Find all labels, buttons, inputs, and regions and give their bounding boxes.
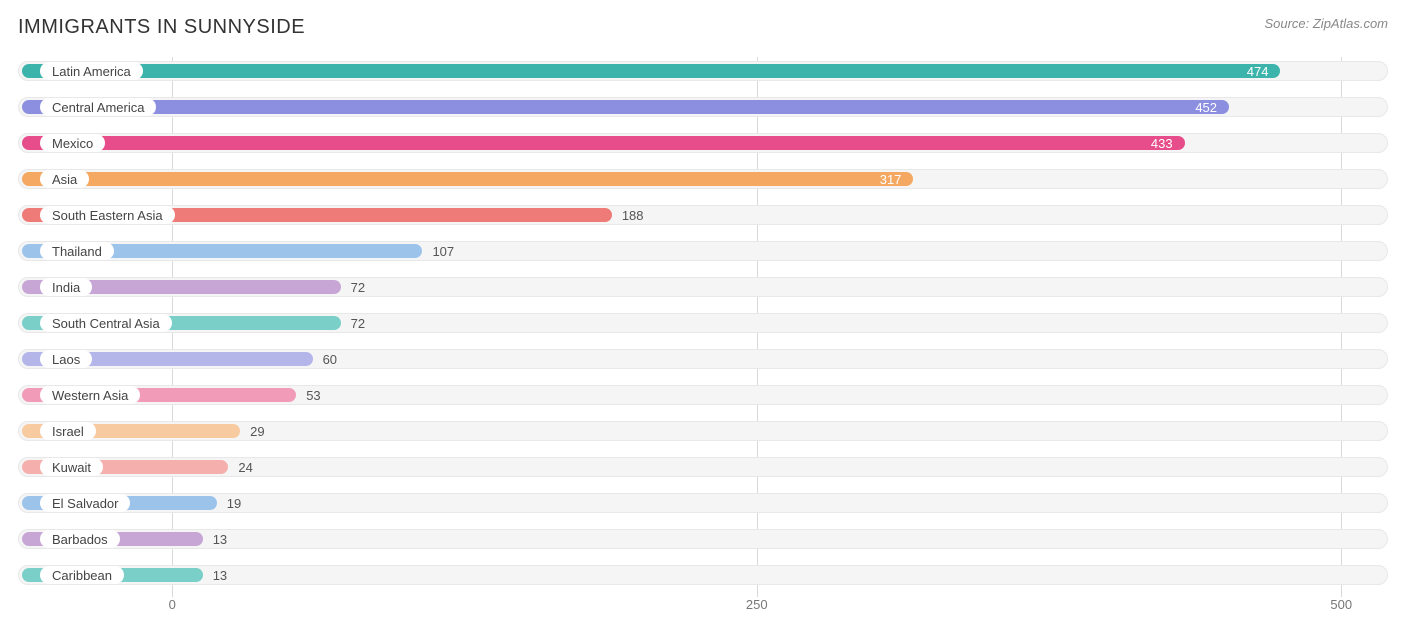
value-label: 72 [351, 309, 365, 337]
bar-row: Mexico 433 [18, 129, 1388, 157]
x-axis-tick: 500 [1330, 597, 1352, 612]
bar-row: South Central Asia 72 [18, 309, 1388, 337]
value-label: 474 [1247, 57, 1269, 85]
bar [22, 100, 1229, 114]
value-label: 13 [213, 561, 227, 589]
category-pill: Barbados [40, 530, 120, 548]
category-pill: Kuwait [40, 458, 103, 476]
chart-plot-area: Latin America 474 Central America 452 Mexico… [18, 57, 1388, 621]
bar-row: Central America 452 [18, 93, 1388, 121]
category-pill: Latin America [40, 62, 143, 80]
x-axis-tick: 0 [169, 597, 176, 612]
bar-row: Kuwait 24 [18, 453, 1388, 481]
bar [22, 172, 913, 186]
x-axis: 0 250 500 [18, 597, 1388, 619]
value-label: 60 [323, 345, 337, 373]
bar-row: El Salvador 19 [18, 489, 1388, 517]
category-pill: Mexico [40, 134, 105, 152]
bar-row: Asia 317 [18, 165, 1388, 193]
category-pill: Asia [40, 170, 89, 188]
bar-track [18, 493, 1388, 513]
bar [22, 64, 1280, 78]
x-axis-tick: 250 [746, 597, 768, 612]
bar-row: India 72 [18, 273, 1388, 301]
bar [22, 136, 1185, 150]
category-pill: El Salvador [40, 494, 130, 512]
value-label: 452 [1195, 93, 1217, 121]
category-pill: Thailand [40, 242, 114, 260]
bar-row: Caribbean 13 [18, 561, 1388, 589]
value-label: 107 [432, 237, 454, 265]
category-pill: South Central Asia [40, 314, 172, 332]
category-pill: Central America [40, 98, 156, 116]
bar-row: Barbados 13 [18, 525, 1388, 553]
bar-row: Thailand 107 [18, 237, 1388, 265]
value-label: 433 [1151, 129, 1173, 157]
value-label: 24 [238, 453, 252, 481]
value-label: 317 [880, 165, 902, 193]
bar-row: Latin America 474 [18, 57, 1388, 85]
chart-title: IMMIGRANTS IN SUNNYSIDE [18, 16, 305, 39]
value-label: 53 [306, 381, 320, 409]
category-pill: South Eastern Asia [40, 206, 175, 224]
bar-row: Western Asia 53 [18, 381, 1388, 409]
category-pill: Western Asia [40, 386, 140, 404]
value-label: 29 [250, 417, 264, 445]
category-pill: Caribbean [40, 566, 124, 584]
category-pill: Laos [40, 350, 92, 368]
value-label: 188 [622, 201, 644, 229]
value-label: 13 [213, 525, 227, 553]
bar-row: Israel 29 [18, 417, 1388, 445]
chart-source: Source: ZipAtlas.com [1264, 16, 1388, 31]
category-pill: Israel [40, 422, 96, 440]
bar-row: Laos 60 [18, 345, 1388, 373]
bar-row: South Eastern Asia 188 [18, 201, 1388, 229]
value-label: 19 [227, 489, 241, 517]
value-label: 72 [351, 273, 365, 301]
chart-header: IMMIGRANTS IN SUNNYSIDE Source: ZipAtlas… [18, 16, 1388, 39]
category-pill: India [40, 278, 92, 296]
